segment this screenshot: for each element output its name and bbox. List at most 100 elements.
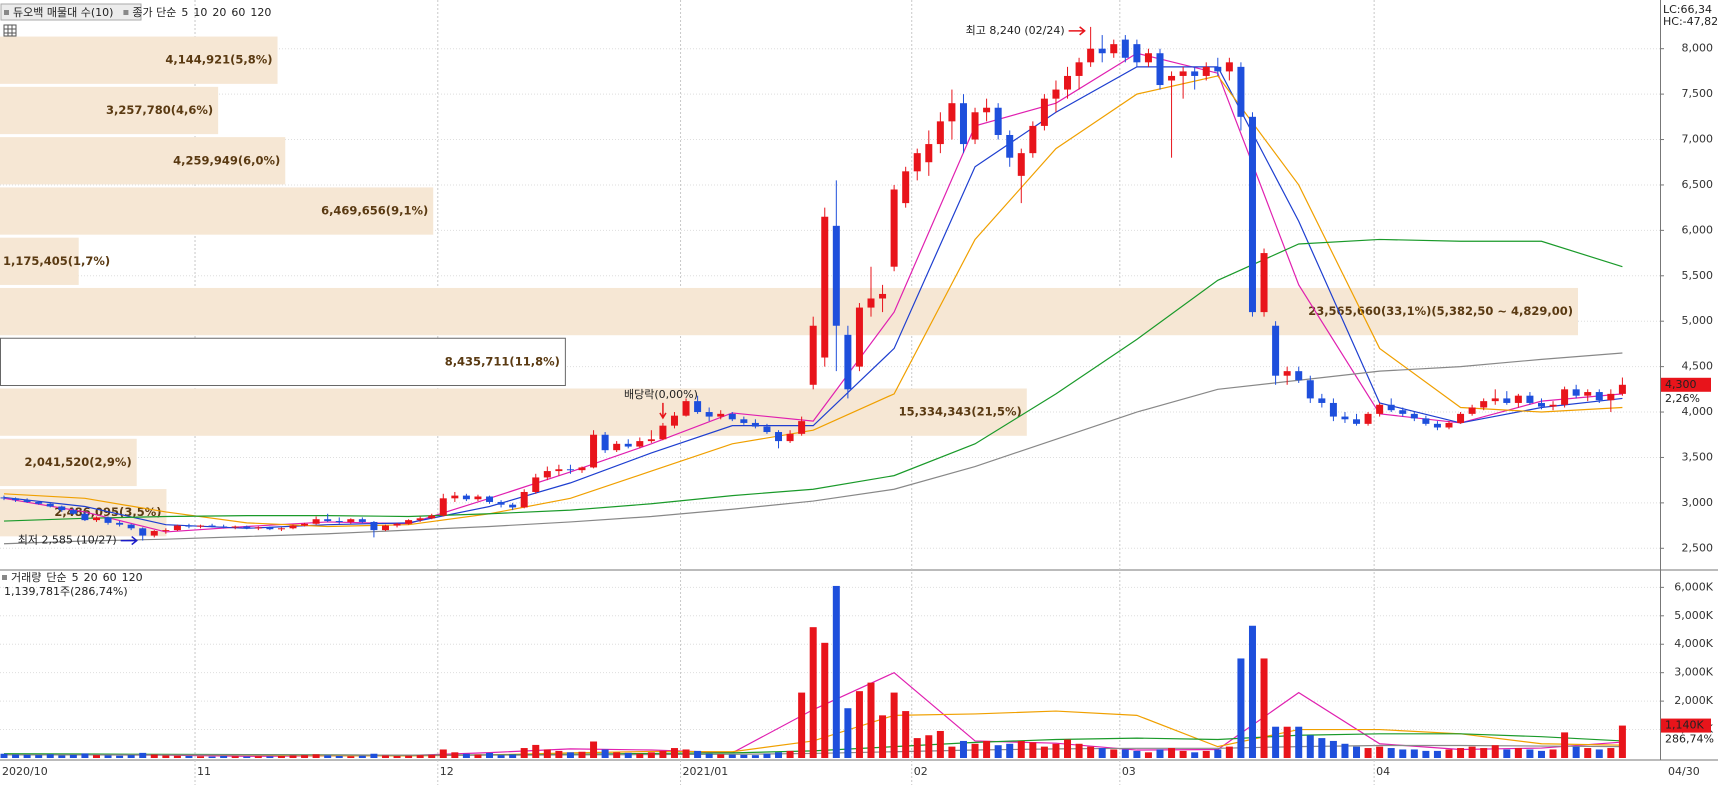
volume-bar: [1156, 749, 1164, 758]
volume-bar: [335, 756, 343, 758]
candle-body: [1295, 371, 1303, 381]
candle-body: [1087, 48, 1095, 63]
y-tick-label: 7,500: [1682, 87, 1714, 100]
candle-body: [462, 495, 470, 500]
annotation-arrow: [120, 535, 138, 546]
volume-bar: [798, 692, 806, 758]
candle-body: [335, 521, 343, 523]
volume-profile-band: [0, 137, 286, 185]
table-icon[interactable]: [3, 24, 17, 37]
legend-method: 단순: [46, 571, 66, 584]
volume-profile-label: 6,469,656(9,1%): [321, 204, 428, 218]
candle-body: [751, 422, 759, 427]
volume-bar: [821, 642, 829, 758]
volume-bar: [1329, 740, 1337, 758]
x-tick-label: 2021/01: [683, 765, 729, 778]
volume-bar: [994, 745, 1002, 758]
volume-bar: [358, 755, 366, 758]
volume-bar: [1110, 749, 1118, 758]
candle-body: [890, 189, 898, 267]
candle-body: [12, 498, 20, 501]
candle-body: [23, 500, 31, 502]
moving-average-line: [3, 352, 1623, 545]
volume-bar: [81, 753, 89, 758]
candle-body: [844, 334, 852, 390]
volume-bar: [555, 750, 563, 758]
x-tick-label: 04: [1376, 765, 1390, 778]
volume-bar: [439, 749, 447, 758]
chart-title: 듀오백 매물대 수(10): [13, 6, 113, 19]
legend-marker: [2, 575, 7, 580]
volume-bar: [289, 755, 297, 758]
volume-bar: [751, 755, 759, 758]
volume-bar: [1503, 749, 1511, 758]
volume-bar: [173, 755, 181, 758]
candle-body: [1237, 66, 1245, 117]
volume-bar: [1121, 749, 1129, 758]
volume-profile-label: 4,144,921(5,8%): [165, 53, 272, 67]
candle-body: [1607, 393, 1615, 401]
y-tick-label: 5,000: [1682, 314, 1714, 327]
volume-profile-label: 23,565,660(33,1%)(5,382,50 ~ 4,829,00): [1308, 304, 1573, 318]
candle-body: [1248, 116, 1256, 313]
candle-body: [821, 216, 829, 358]
candle-body: [636, 441, 644, 447]
volume-bar: [1075, 743, 1083, 758]
volume-bar: [1237, 658, 1245, 758]
annotation-arrow: [1068, 26, 1086, 36]
volume-bar: [462, 753, 470, 758]
candle-body: [1168, 75, 1176, 81]
volume-bar: [590, 741, 598, 758]
candle-body: [798, 421, 806, 434]
volume-bar: [277, 756, 285, 758]
volume-bar: [682, 749, 690, 758]
volume-bar: [35, 755, 43, 758]
candle-body: [1561, 389, 1569, 405]
candle-body: [81, 513, 89, 521]
candle-body: [1283, 371, 1291, 376]
moving-average-line: [3, 238, 1623, 522]
candle-body: [624, 443, 632, 447]
volume-bar: [69, 754, 77, 758]
candle-body: [855, 307, 863, 367]
candle-body: [925, 144, 933, 163]
candle-body: [1618, 384, 1626, 394]
volume-bar: [92, 755, 100, 758]
volume-bar: [578, 751, 586, 758]
candle-body: [717, 413, 725, 417]
candle-body: [35, 501, 43, 504]
volume-bar: [1272, 726, 1280, 758]
x-tick-label: 11: [197, 765, 211, 778]
volume-bar: [705, 753, 713, 758]
candle-body: [1353, 419, 1361, 424]
moving-average-line: [3, 66, 1623, 529]
volume-profile-band: [0, 187, 434, 235]
volume-bar: [1491, 745, 1499, 758]
volume-bar: [324, 755, 332, 758]
volume-bar: [486, 752, 494, 758]
moving-average-line: [3, 75, 1623, 528]
candle-body: [1329, 402, 1337, 417]
candle-body: [601, 434, 609, 451]
volume-bar: [23, 754, 31, 758]
volume-bar: [497, 755, 505, 758]
volume-profile-label: 15,334,343(21,5%): [899, 405, 1022, 419]
volume-bar: [116, 755, 124, 758]
volume-profile-label: 4,259,949(6,0%): [173, 153, 280, 167]
candle-body: [1480, 401, 1488, 408]
volume-bar: [1168, 748, 1176, 758]
candle-body: [1549, 404, 1557, 407]
candle-body: [46, 503, 54, 507]
volume-bar: [775, 752, 783, 758]
candle-body: [1514, 395, 1522, 403]
candle-body: [277, 528, 285, 530]
last-value-label: 4,300: [1665, 378, 1697, 391]
candle-body: [347, 519, 355, 522]
legend-entry: 60: [103, 571, 117, 584]
candle-body: [405, 520, 413, 524]
moving-average-line: [3, 52, 1623, 533]
candle-body: [1572, 389, 1580, 396]
candle-body: [358, 519, 366, 522]
volume-bar: [1341, 743, 1349, 758]
